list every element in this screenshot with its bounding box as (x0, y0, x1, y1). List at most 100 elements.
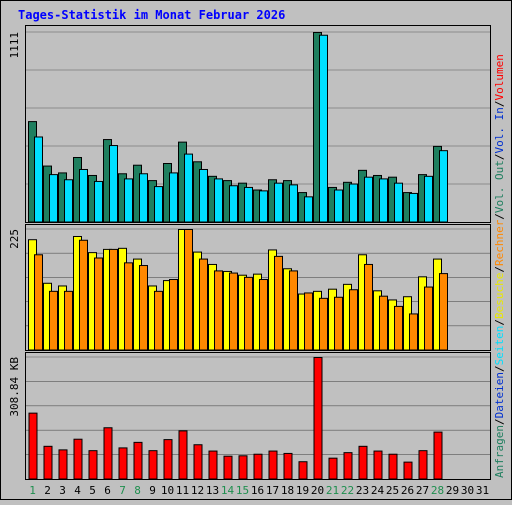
chart-title: Tages-Statistik im Monat Februar 2026 (18, 8, 285, 22)
legend-item-0: Anfragen (493, 425, 506, 478)
day-label-19: 19 (296, 484, 309, 497)
bar-rechner-day-1 (34, 254, 43, 351)
bar-volumen-day-21 (328, 457, 338, 480)
bar-volumen-day-22 (343, 452, 353, 480)
bar-seiten-day-4 (79, 168, 88, 223)
legend-item-8: Rechner (493, 219, 506, 266)
legend-item-12: Vol. In (493, 107, 506, 153)
bar-seiten-day-28 (439, 150, 448, 223)
day-label-27: 27 (416, 484, 429, 497)
bar-seiten-day-25 (394, 182, 403, 223)
bar-rechner-day-13 (214, 270, 223, 351)
panel-frame-bottom (25, 352, 491, 480)
day-label-12: 12 (191, 484, 204, 497)
scale-label-top: 1111 (8, 32, 21, 59)
bar-rechner-day-22 (349, 289, 358, 351)
day-label-11: 11 (176, 484, 189, 497)
bar-rechner-day-10 (169, 279, 178, 351)
day-label-24: 24 (371, 484, 385, 497)
bar-rechner-day-9 (154, 290, 163, 351)
bar-seiten-day-13 (214, 178, 223, 223)
bar-volumen-day-16 (253, 453, 263, 480)
bar-volumen-day-5 (88, 450, 98, 480)
bar-seiten-day-21 (334, 189, 343, 223)
day-label-5: 5 (89, 484, 96, 497)
bar-rechner-day-27 (424, 286, 433, 351)
day-label-3: 3 (59, 484, 66, 497)
day-label-13: 13 (206, 484, 219, 497)
bar-seiten-day-5 (94, 180, 103, 223)
bar-rechner-day-7 (124, 262, 133, 351)
day-label-21: 21 (326, 484, 339, 497)
bar-seiten-day-26 (409, 192, 418, 223)
bar-rechner-day-11 (184, 229, 193, 351)
bar-rechner-day-16 (259, 279, 268, 351)
bar-volumen-day-9 (148, 450, 158, 480)
bar-seiten-day-16 (259, 190, 268, 223)
bar-rechner-day-21 (334, 296, 343, 351)
bar-volumen-day-10 (163, 439, 173, 480)
bar-volumen-day-23 (358, 445, 368, 480)
legend-item-2: Dateien (493, 372, 506, 418)
bar-rechner-day-15 (244, 276, 253, 351)
bar-volumen-day-4 (73, 438, 83, 480)
bar-seiten-day-17 (274, 182, 283, 223)
bar-volumen-day-13 (208, 450, 218, 480)
legend-item-14: Volumen (493, 54, 506, 100)
bar-rechner-day-6 (109, 248, 118, 351)
bar-rechner-day-20 (319, 297, 328, 351)
bar-rechner-day-4 (79, 239, 88, 351)
bar-rechner-day-14 (229, 272, 238, 351)
bar-volumen-day-28 (433, 431, 443, 480)
bar-volumen-day-19 (298, 461, 308, 480)
day-label-9: 9 (149, 484, 156, 497)
day-label-7: 7 (119, 484, 126, 497)
bar-volumen-day-14 (223, 455, 233, 480)
bar-volumen-day-18 (283, 452, 293, 480)
day-label-15: 15 (236, 484, 249, 497)
legend-item-13: / (493, 100, 506, 107)
legend-item-10: Vol. Out (493, 160, 506, 213)
bar-volumen-day-3 (58, 449, 68, 480)
bar-volumen-day-17 (268, 450, 278, 480)
day-label-28: 28 (431, 484, 444, 497)
legend-item-5: / (493, 319, 506, 326)
bar-rechner-day-5 (94, 257, 103, 351)
bar-rechner-day-25 (394, 305, 403, 351)
day-label-18: 18 (281, 484, 294, 497)
legend: Anfragen/Dateien/Seiten/Besuche/Rechner/… (493, 54, 506, 478)
day-label-22: 22 (341, 484, 354, 497)
bar-volumen-day-25 (388, 453, 398, 480)
bar-volumen-day-15 (238, 455, 248, 480)
bar-seiten-day-24 (379, 178, 388, 223)
legend-item-3: / (493, 365, 506, 372)
day-label-1: 1 (29, 484, 36, 497)
day-label-20: 20 (311, 484, 324, 497)
bar-seiten-day-14 (229, 185, 238, 223)
bar-volumen-day-7 (118, 447, 128, 480)
bar-seiten-day-19 (304, 196, 313, 223)
bar-rechner-day-28 (439, 273, 448, 351)
day-label-31: 31 (476, 484, 489, 497)
bar-seiten-day-10 (169, 172, 178, 223)
scale-label-bottom: 308.84 KB (8, 357, 21, 417)
bar-seiten-day-12 (199, 168, 208, 223)
bar-rechner-day-24 (379, 295, 388, 351)
bar-volumen-day-1 (28, 412, 38, 480)
bar-seiten-day-1 (34, 136, 43, 223)
day-label-29: 29 (446, 484, 459, 497)
day-label-6: 6 (104, 484, 111, 497)
day-label-8: 8 (134, 484, 141, 497)
day-label-23: 23 (356, 484, 369, 497)
bar-rechner-day-12 (199, 258, 208, 351)
panel-frame-top (25, 25, 491, 223)
day-label-25: 25 (386, 484, 399, 497)
bar-rechner-day-26 (409, 313, 418, 351)
legend-item-7: / (493, 266, 506, 273)
bar-rechner-day-2 (49, 290, 58, 351)
bar-rechner-day-19 (304, 292, 313, 351)
bar-rechner-day-8 (139, 265, 148, 351)
bar-seiten-day-7 (124, 178, 133, 223)
bar-seiten-day-11 (184, 153, 193, 223)
bar-rechner-day-17 (274, 255, 283, 351)
